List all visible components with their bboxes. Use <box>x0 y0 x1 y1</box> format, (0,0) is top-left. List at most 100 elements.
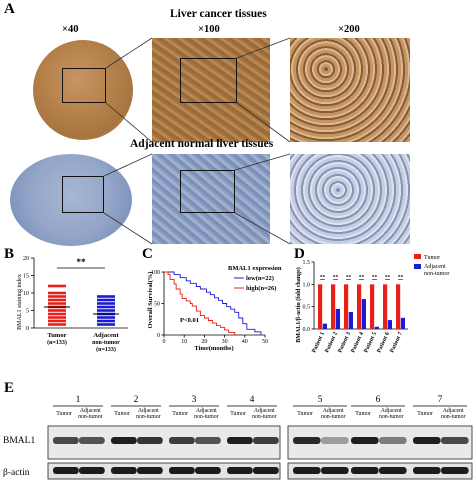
lane-label-adjacent-2: non-tumor <box>136 414 161 420</box>
lane-label-adjacent: Adjacent <box>80 408 101 414</box>
lane-label-tumor: Tumor <box>230 411 246 417</box>
chart-d-ylabel: BMAL1/β-actin (fold change) <box>295 267 302 343</box>
chart-c-line-high <box>164 271 236 335</box>
chart-b-point <box>97 319 115 323</box>
chart-b-point <box>97 305 115 309</box>
lane-label-tumor: Tumor <box>297 411 313 417</box>
lane-label-tumor: Tumor <box>417 411 433 417</box>
roi-box-tumor-x100 <box>180 58 237 103</box>
band-actin-adjacent <box>195 467 221 474</box>
chart-d-bar-adjacent <box>335 308 340 329</box>
chart-b-cat-tumor-n: (n=133) <box>47 339 67 346</box>
band-actin-adjacent <box>441 467 469 474</box>
chart-b-cat-adjacent-2: non-tumor <box>92 340 120 346</box>
chart-d-bar-tumor <box>318 284 323 329</box>
band-bmal1-adjacent <box>321 437 349 444</box>
lane-patient-number: 2 <box>134 395 139 405</box>
panel-label-e: E <box>4 380 15 396</box>
chart-d-ytick-label: 0.5 <box>303 305 311 311</box>
chart-d-sig: ** <box>385 274 391 280</box>
lane-patient-number: 5 <box>318 395 323 405</box>
lane-label-adjacent: Adjacent <box>443 408 464 414</box>
panel-label-b: B <box>4 246 15 262</box>
chart-b-cat-tumor: Tumor <box>48 332 67 339</box>
chart-d-bar-tumor <box>331 284 336 329</box>
chart-b-point <box>97 302 115 305</box>
chart-b-point <box>48 295 66 298</box>
chart-b-ytick-label: 15 <box>23 274 29 280</box>
title-liver-cancer: Liver cancer tissues <box>170 8 267 20</box>
chart-d-bar-adjacent <box>361 299 366 329</box>
chart-b-point <box>48 309 66 312</box>
lane-label-tumor: Tumor <box>172 411 188 417</box>
chart-b-scatter: BMAL1 staining index 0 5 10 15 20 ** Tumor (… <box>17 256 128 353</box>
chart-b-ytick-label: 0 <box>26 326 29 332</box>
chart-c-ylabel: Overall Survival(%) <box>147 272 154 329</box>
band-bmal1-tumor <box>413 437 441 444</box>
chart-b-cat-adjacent: Adjacent <box>93 332 119 339</box>
band-bmal1-tumor <box>53 437 79 444</box>
chart-d-legend-adjacent-swatch <box>414 264 421 269</box>
chart-d-bar-adjacent <box>387 320 392 329</box>
band-bmal1-tumor <box>293 437 321 444</box>
chart-b-point <box>48 312 66 316</box>
lane-patient-number: 6 <box>376 395 381 405</box>
band-bmal1-adjacent <box>253 437 279 444</box>
chart-d-ytick-label: 1.0 <box>303 282 311 288</box>
chart-d-bars: BMAL1/β-actin (fold change) 0.0 0.5 1.0 1.5… <box>295 254 449 354</box>
row-label-bmal1: BMAL1 <box>3 436 35 446</box>
chart-d-legend-tumor-swatch <box>414 254 421 259</box>
lane-patient-number: 3 <box>192 395 197 405</box>
chart-b-point <box>97 309 115 312</box>
chart-c-xtick-label: 50 <box>262 339 268 345</box>
lane-label-adjacent-2: non-tumor <box>379 414 404 420</box>
roi-box-normal-x40 <box>62 176 104 213</box>
chart-c-xtick-label: 10 <box>181 339 187 345</box>
chart-d-ytick-label: 0.0 <box>303 327 311 333</box>
chart-d-bar-adjacent <box>322 323 327 329</box>
chart-d-legend-adjacent: Adjacent <box>424 264 446 270</box>
lane-label-adjacent-2: non-tumor <box>252 414 277 420</box>
chart-d-legend-adjacent-2: non-tumor <box>424 271 449 277</box>
band-bmal1-adjacent <box>79 437 105 444</box>
lane-patient-number: 4 <box>250 395 255 405</box>
chart-d-sig: ** <box>359 274 365 280</box>
chart-c-xtick-label: 20 <box>201 339 207 345</box>
band-bmal1-tumor <box>351 437 379 444</box>
band-actin-adjacent <box>253 467 279 474</box>
chart-c-xtick-label: 0 <box>163 339 166 345</box>
chart-b-point <box>48 291 66 295</box>
chart-b-point <box>48 316 66 319</box>
band-actin-adjacent <box>379 467 407 474</box>
band-actin-tumor <box>227 467 253 474</box>
chart-d-bar-tumor <box>370 284 375 329</box>
title-adjacent-normal: Adjacent normal liver tissues <box>130 138 274 150</box>
band-actin-tumor <box>169 467 195 474</box>
chart-b-point <box>97 295 115 298</box>
lane-label-tumor: Tumor <box>114 411 130 417</box>
chart-b-point <box>48 319 66 323</box>
chart-d-sig: ** <box>398 274 404 280</box>
chart-c-xtick-label: 30 <box>222 339 228 345</box>
band-bmal1-tumor <box>169 437 195 444</box>
mag-40: ×40 <box>62 24 79 35</box>
normal-image-x200 <box>290 154 410 244</box>
chart-d-sig: ** <box>346 274 352 280</box>
band-bmal1-adjacent <box>441 437 469 444</box>
lane-label-adjacent: Adjacent <box>254 408 275 414</box>
band-bmal1-tumor <box>227 437 253 444</box>
chart-d-xtick-label: Patient 7 <box>389 331 404 354</box>
row-label-beta-actin: β-actin <box>3 468 30 478</box>
chart-d-bar-tumor <box>357 284 362 329</box>
lane-label-adjacent-2: non-tumor <box>441 414 466 420</box>
chart-d-legend-tumor: Tumor <box>424 255 440 261</box>
chart-d-sig: ** <box>372 274 378 280</box>
chart-c-xlabel: Time(months) <box>194 345 233 352</box>
chart-c-ytick-label: 100 <box>151 270 160 276</box>
chart-d-sig: ** <box>320 274 326 280</box>
chart-d-bar-adjacent <box>348 312 353 329</box>
chart-c-xtick-label: 40 <box>242 339 248 345</box>
lane-label-adjacent-2: non-tumor <box>194 414 219 420</box>
chart-c-legend-title: BMAL1 expression <box>228 265 282 272</box>
